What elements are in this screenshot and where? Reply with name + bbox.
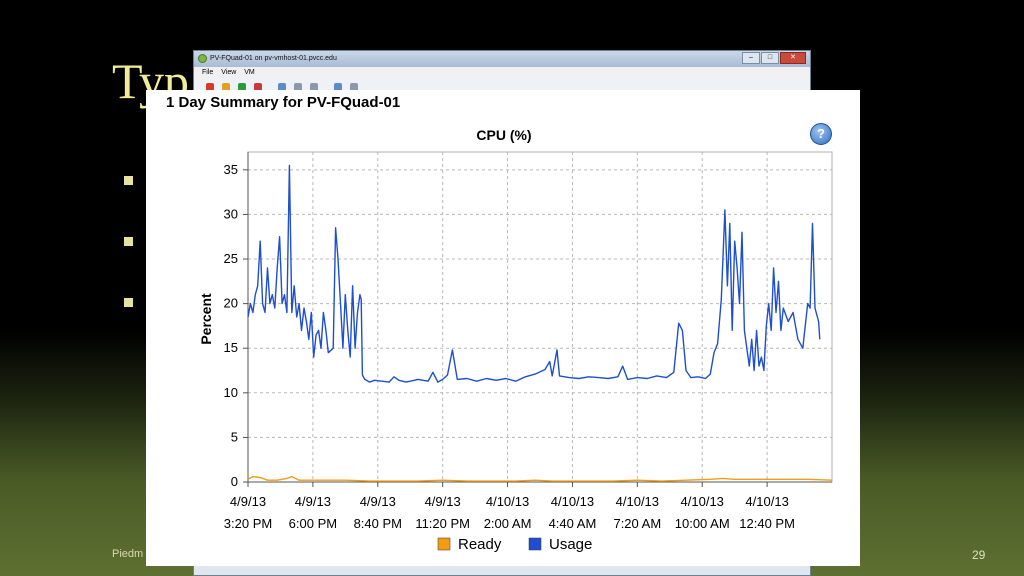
x-tick-label-time: 3:20 PM	[224, 516, 272, 531]
legend-swatch-usage	[528, 537, 542, 551]
slide-footer: Piedm	[112, 548, 144, 560]
bullet-3	[124, 298, 133, 307]
x-tick-label-date: 4/9/13	[230, 494, 266, 509]
cpu-chart: CPU (%) Percent 0 5 10 15 20 25 30 35 4/9/13 3:20…	[198, 127, 833, 553]
window-title: PV-FQuad-01 on pv-vmhost-01.pvcc.edu	[210, 55, 337, 62]
chart-title: CPU (%)	[476, 127, 531, 143]
y-tick-label: 20	[224, 296, 238, 311]
x-tick-label-time: 11:20 PM	[415, 516, 470, 531]
y-tick-label: 15	[224, 340, 238, 355]
series-line-usage	[247, 164, 821, 383]
snapshot-icon[interactable]	[278, 83, 286, 91]
x-tick-label-time: 4:40 AM	[549, 516, 597, 531]
page-number: 29	[972, 548, 986, 562]
menu-file[interactable]: File	[202, 69, 214, 76]
menu-view[interactable]: View	[221, 69, 237, 76]
stop-icon[interactable]	[206, 83, 214, 91]
play-icon[interactable]	[238, 83, 246, 91]
reset-icon[interactable]	[254, 83, 262, 91]
menu-vm[interactable]: VM	[244, 69, 255, 76]
bullet-2	[124, 237, 133, 246]
revert-icon[interactable]	[294, 83, 302, 91]
manager-icon[interactable]	[310, 83, 318, 91]
y-tick-label: 30	[224, 206, 238, 221]
x-tick-label-date: 4/10/13	[486, 494, 529, 509]
console-icon[interactable]	[334, 83, 342, 91]
x-tick-label-date: 4/10/13	[681, 494, 724, 509]
pause-icon[interactable]	[222, 83, 230, 91]
x-tick-label-date: 4/10/13	[616, 494, 659, 509]
legend-label-ready: Ready	[458, 536, 502, 553]
x-tick-label-time: 8:40 PM	[354, 516, 402, 531]
y-tick-label: 35	[224, 162, 238, 177]
minimize-button[interactable]: –	[742, 52, 760, 64]
y-tick-label: 10	[224, 385, 238, 400]
x-tick-label-time: 7:20 AM	[613, 516, 661, 531]
x-tick-label-time: 10:00 AM	[675, 516, 730, 531]
x-tick-label-date: 4/9/13	[425, 494, 461, 509]
x-tick-label-time: 2:00 AM	[484, 516, 532, 531]
series-line-ready	[247, 475, 833, 482]
legend-swatch-ready	[437, 537, 451, 551]
y-tick-label: 25	[224, 251, 238, 266]
performance-panel: 1 Day Summary for PV-FQuad-01 ? CPU (%) …	[146, 90, 860, 566]
y-tick-label: 0	[231, 474, 238, 489]
y-tick-label: 5	[231, 429, 238, 444]
vm-app-icon	[198, 54, 207, 63]
panel-title: 1 Day Summary for PV-FQuad-01	[166, 94, 401, 111]
close-button[interactable]: ✕	[780, 52, 806, 64]
menu-bar: File View VM	[194, 67, 810, 79]
y-axis-label: Percent	[198, 293, 214, 345]
x-tick-label-time: 12:40 PM	[739, 516, 795, 531]
x-tick-label-date: 4/10/13	[551, 494, 594, 509]
legend-label-usage: Usage	[549, 536, 592, 553]
help-icon[interactable]: ?	[810, 123, 832, 145]
bullet-1	[124, 176, 133, 185]
maximize-button[interactable]: □	[761, 52, 779, 64]
x-tick-label-date: 4/9/13	[295, 494, 331, 509]
x-tick-label-date: 4/10/13	[745, 494, 788, 509]
settings-icon[interactable]	[350, 83, 358, 91]
x-tick-label-time: 6:00 PM	[289, 516, 337, 531]
window-titlebar[interactable]: PV-FQuad-01 on pv-vmhost-01.pvcc.edu – □…	[194, 51, 810, 67]
x-tick-label-date: 4/9/13	[360, 494, 396, 509]
